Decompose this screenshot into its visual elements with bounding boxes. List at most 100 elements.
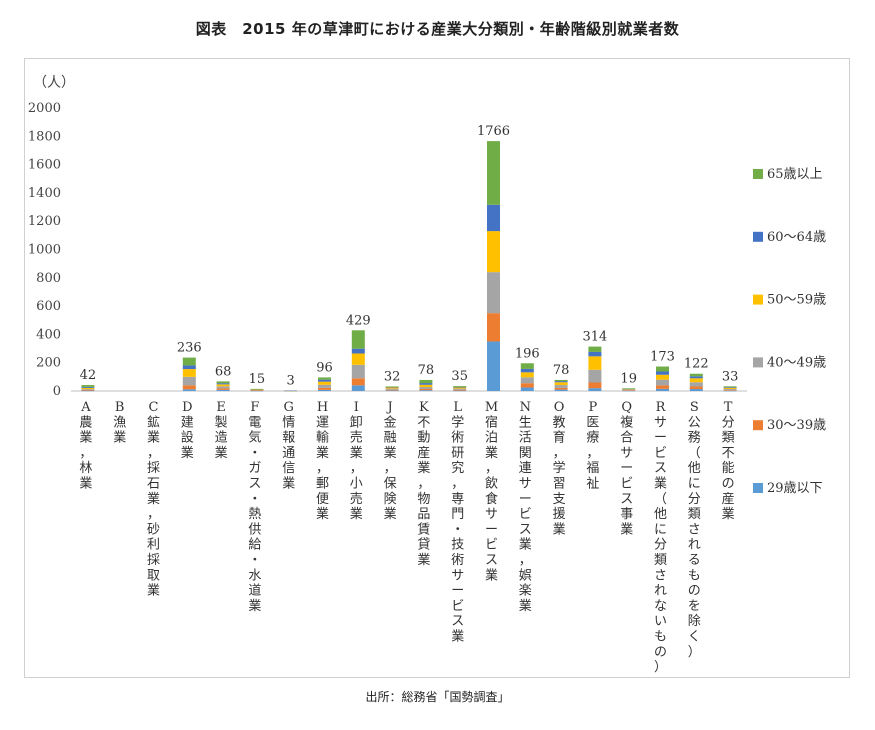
y-tick-label: 400 <box>36 327 61 342</box>
bar-segment <box>656 374 669 380</box>
y-tick-label: 1400 <box>28 186 61 201</box>
bar-segment <box>656 388 669 391</box>
bar-segment <box>723 387 737 390</box>
data-label: 173 <box>650 350 675 365</box>
bar-segment <box>351 364 365 379</box>
data-label: 196 <box>515 346 540 361</box>
bar-segment <box>216 386 230 389</box>
bar-segment <box>622 388 636 389</box>
legend-label: 50～59歳 <box>767 293 826 308</box>
bar-segment <box>622 389 636 391</box>
bar-segment <box>487 313 500 342</box>
category-label: G 情報通信業 <box>282 400 295 492</box>
bar-segment <box>723 386 737 388</box>
bar-segment <box>81 390 95 391</box>
data-label: 236 <box>177 341 202 356</box>
source-note: 出所：総務省「国勢調査」 <box>365 690 510 704</box>
bar-segment <box>318 387 331 390</box>
bar-segment <box>656 385 669 389</box>
category-label: H 運輸業，郵便業 <box>316 400 329 522</box>
bar-segment <box>554 382 568 386</box>
bar-segment <box>554 379 568 382</box>
bar-segment <box>487 231 500 273</box>
category-label: T 分類不能の産業 <box>722 400 735 522</box>
data-label: 78 <box>418 363 435 378</box>
bar-segment <box>656 379 669 386</box>
bar-segment <box>216 384 230 387</box>
category-labels-group: A 農業，林業 B 漁業 C 鉱業，採石業，砂利採取業 D 建設業 E 製造業 F 電気・ガス・熱供給… <box>79 400 734 675</box>
bar-segment <box>419 384 433 388</box>
bar-segment <box>81 389 95 391</box>
bar-segment <box>250 390 264 392</box>
bar-segment <box>588 346 602 352</box>
bar-segment <box>588 351 602 357</box>
y-tick-label: 800 <box>36 271 61 286</box>
legend-swatch <box>753 294 763 305</box>
bar-segment <box>453 388 467 390</box>
bar-segment <box>588 382 602 389</box>
bar-segment <box>250 389 264 391</box>
bar-segment <box>351 348 365 354</box>
bar-segment <box>182 369 196 377</box>
data-label: 96 <box>316 360 333 375</box>
data-label: 42 <box>80 368 97 383</box>
legend-swatch <box>753 357 763 368</box>
bar-segment <box>216 389 230 391</box>
bar-segment <box>554 385 568 388</box>
bar-segment <box>182 385 196 390</box>
data-label: 3 <box>287 374 295 389</box>
chart-frame: （人） 0 200 400 600 800 1000 1200 1400 1600 1800 200… <box>24 58 850 678</box>
bar-segment <box>351 385 365 391</box>
bar-segment <box>453 386 467 387</box>
bar-segment <box>385 386 399 388</box>
y-tick-label: 1000 <box>28 243 61 258</box>
bar-segment <box>81 387 95 390</box>
data-label: 122 <box>684 357 709 372</box>
data-label: 32 <box>384 369 401 384</box>
bar-segment <box>284 390 298 392</box>
bar-segment <box>318 381 331 385</box>
stacked-bar-chart: （人） 0 200 400 600 800 1000 1200 1400 1600 1800 200… <box>28 75 826 675</box>
data-label: 68 <box>215 364 232 379</box>
bar-segment <box>419 389 433 391</box>
category-label: N 生活関連サービス業，娯楽業 <box>519 400 532 614</box>
bar-segment <box>250 388 264 390</box>
y-tick-label: 200 <box>36 356 61 371</box>
legend-swatch <box>753 169 763 179</box>
category-label: S 公務（他に分類されるものを除く） <box>688 400 701 660</box>
category-label: K 不動産業，物品賃貸業 <box>417 400 430 568</box>
data-label: 314 <box>582 330 607 345</box>
y-tick-label: 0 <box>53 384 61 399</box>
y-tick-label: 2000 <box>28 101 61 116</box>
bar-segment <box>419 390 433 391</box>
bar-segment <box>318 389 331 391</box>
bar-segment <box>520 368 534 373</box>
y-tick-label: 600 <box>36 299 61 314</box>
bar-segment <box>216 388 230 390</box>
bar-segment <box>723 390 737 391</box>
bar-segment <box>351 330 365 349</box>
bar-segment <box>689 386 703 390</box>
data-label: 429 <box>346 313 371 328</box>
category-label: O 教育，学習支援業 <box>553 400 566 537</box>
category-label: J 金融業，保険業 <box>384 400 397 522</box>
bar-segment <box>453 389 467 391</box>
bar-segment <box>182 365 196 370</box>
category-label: I 卸売業，小売業 <box>350 400 363 522</box>
bar-segment <box>622 390 636 391</box>
bar-segment <box>689 373 703 377</box>
bar-segment <box>182 389 196 391</box>
y-axis-unit-label: （人） <box>33 75 75 91</box>
bar-segment <box>520 387 534 391</box>
bar-segment <box>554 389 568 391</box>
bar-segment <box>487 141 500 205</box>
bar-segment <box>689 376 703 379</box>
bar-segment <box>385 386 399 388</box>
bar-segment <box>318 377 331 380</box>
y-tick-label: 1800 <box>28 129 61 144</box>
bar-segment <box>520 377 534 384</box>
bar-segment <box>182 357 196 366</box>
bar-segment <box>385 387 399 389</box>
category-label: P 医療，福祉 <box>586 400 599 492</box>
category-label: E 製造業 <box>215 400 228 461</box>
